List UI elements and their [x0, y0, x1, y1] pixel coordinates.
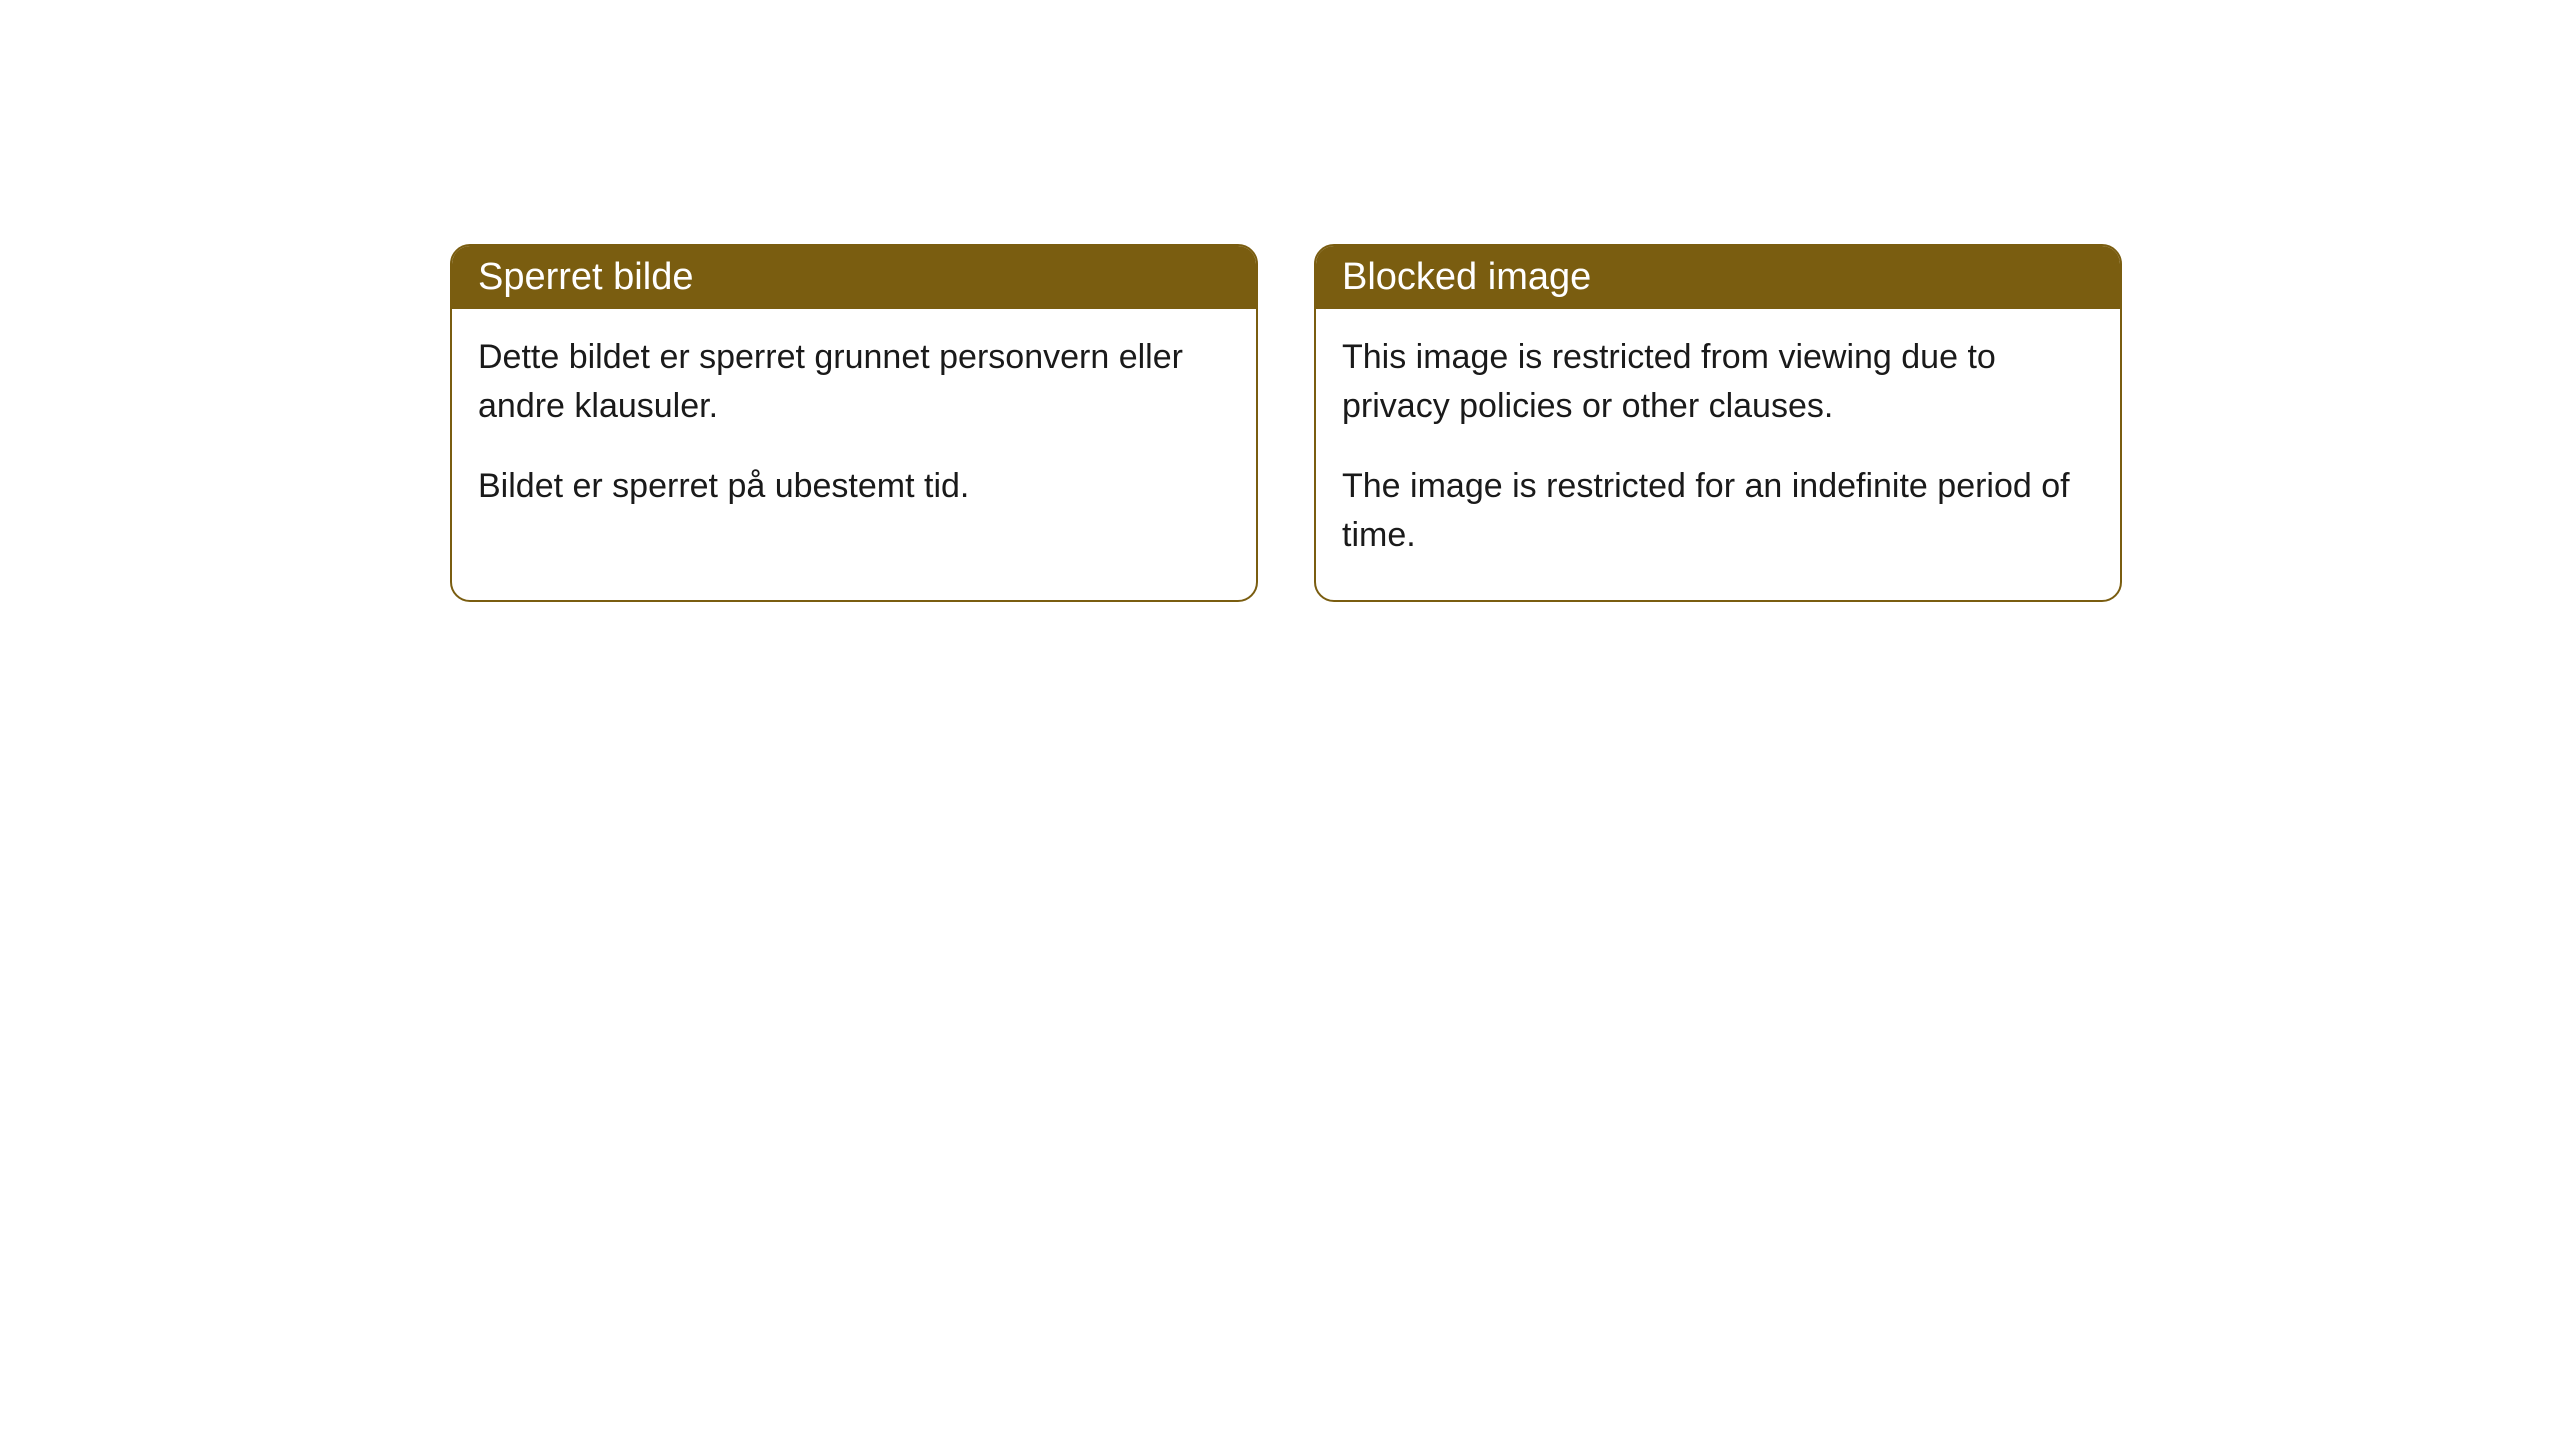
- cards-container: Sperret bilde Dette bildet er sperret gr…: [0, 0, 2560, 602]
- card-header: Sperret bilde: [452, 246, 1256, 309]
- card-paragraph-1: This image is restricted from viewing du…: [1342, 333, 2094, 432]
- card-title: Blocked image: [1342, 256, 1591, 298]
- blocked-image-card-english: Blocked image This image is restricted f…: [1314, 244, 2122, 602]
- card-paragraph-1: Dette bildet er sperret grunnet personve…: [478, 333, 1230, 432]
- card-paragraph-2: Bildet er sperret på ubestemt tid.: [478, 462, 1230, 511]
- blocked-image-card-norwegian: Sperret bilde Dette bildet er sperret gr…: [450, 244, 1258, 602]
- card-title: Sperret bilde: [478, 256, 693, 298]
- card-body: Dette bildet er sperret grunnet personve…: [452, 309, 1256, 551]
- card-paragraph-2: The image is restricted for an indefinit…: [1342, 462, 2094, 561]
- card-body: This image is restricted from viewing du…: [1316, 309, 2120, 600]
- card-header: Blocked image: [1316, 246, 2120, 309]
